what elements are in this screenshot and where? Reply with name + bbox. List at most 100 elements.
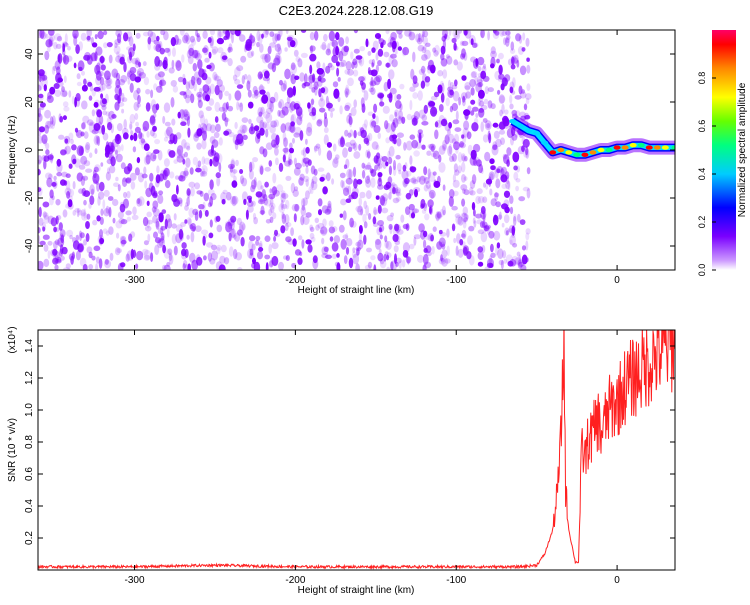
noise-point (71, 154, 77, 165)
signal-point (509, 119, 517, 124)
x-axis-label: Height of straight line (km) (298, 285, 415, 296)
noise-point (523, 150, 529, 158)
noise-point (385, 161, 389, 167)
noise-point (300, 206, 306, 217)
noise-point (321, 237, 325, 245)
noise-point (375, 64, 379, 73)
noise-point (280, 123, 287, 133)
noise-point (293, 132, 301, 138)
noise-point (379, 234, 383, 240)
noise-point (57, 53, 63, 64)
noise-point (56, 35, 63, 42)
noise-point (423, 248, 428, 253)
noise-point (143, 166, 147, 175)
noise-point (437, 70, 444, 77)
noise-point (92, 173, 100, 184)
noise-point (197, 99, 203, 109)
noise-point (59, 233, 64, 241)
noise-point (522, 138, 530, 148)
noise-point (447, 86, 454, 92)
noise-point (366, 151, 371, 159)
x-axis-ticks: -300 -200 -100 0 (125, 330, 620, 586)
noise-point (476, 188, 483, 195)
noise-point (384, 240, 389, 249)
noise-point (259, 240, 263, 249)
noise-point (427, 233, 434, 242)
noise-point (274, 55, 281, 66)
noise-point (322, 62, 326, 71)
noise-point (202, 130, 207, 141)
noise-point (420, 65, 426, 74)
noise-point (349, 129, 354, 137)
noise-point (147, 219, 154, 225)
noise-point (205, 123, 212, 132)
noise-point (228, 93, 232, 101)
noise-point (493, 230, 501, 241)
noise-point (163, 248, 171, 259)
noise-point (150, 89, 154, 99)
noise-point (352, 247, 356, 253)
noise-point (432, 150, 440, 160)
noise-point (452, 190, 459, 197)
noise-point (453, 163, 458, 173)
noise-point (171, 59, 175, 69)
noise-point (286, 87, 294, 98)
noise-point (421, 144, 426, 150)
noise-point (385, 122, 392, 133)
noise-point (366, 247, 372, 253)
noise-point (211, 244, 217, 251)
noise-point (125, 210, 132, 216)
noise-point (210, 30, 215, 36)
noise-point (237, 229, 243, 236)
noise-point (490, 198, 497, 207)
noise-point (143, 76, 150, 86)
noise-point (394, 49, 398, 55)
noise-point (97, 196, 101, 206)
noise-point (423, 104, 428, 114)
noise-point (290, 73, 297, 85)
noise-point (77, 243, 84, 253)
noise-point (181, 109, 188, 118)
noise-point (379, 101, 385, 107)
noise-point (83, 78, 87, 86)
noise-point (503, 214, 510, 224)
noise-point (171, 118, 176, 126)
noise-point (258, 247, 264, 252)
noise-point (409, 165, 414, 171)
noise-point (94, 64, 101, 75)
noise-point (209, 83, 215, 95)
noise-point (152, 125, 157, 132)
noise-point (299, 72, 305, 82)
noise-point (82, 115, 90, 124)
noise-point (195, 30, 199, 37)
noise-point (105, 84, 112, 90)
noise-point (333, 88, 340, 99)
noise-point (449, 89, 454, 96)
noise-point (392, 186, 396, 195)
noise-point (142, 248, 149, 256)
noise-point (126, 250, 134, 261)
noise-point (159, 80, 163, 88)
noise-point (526, 57, 530, 62)
noise-point (152, 215, 158, 224)
noise-point (55, 215, 59, 225)
noise-point (430, 234, 434, 242)
noise-point (145, 154, 151, 165)
noise-point (212, 71, 218, 81)
noise-point (95, 136, 99, 144)
noise-point (39, 30, 45, 39)
noise-point (389, 87, 397, 95)
noise-point (203, 45, 209, 56)
noise-point (332, 81, 339, 88)
noise-point (85, 221, 90, 229)
noise-point (500, 174, 508, 183)
noise-point (82, 264, 88, 270)
noise-point (365, 38, 369, 48)
noise-point (461, 212, 469, 222)
noise-point (208, 98, 215, 106)
noise-point (103, 189, 110, 197)
noise-point (320, 94, 324, 102)
noise-point (243, 198, 247, 205)
noise-point (490, 252, 496, 258)
noise-point (52, 251, 56, 257)
